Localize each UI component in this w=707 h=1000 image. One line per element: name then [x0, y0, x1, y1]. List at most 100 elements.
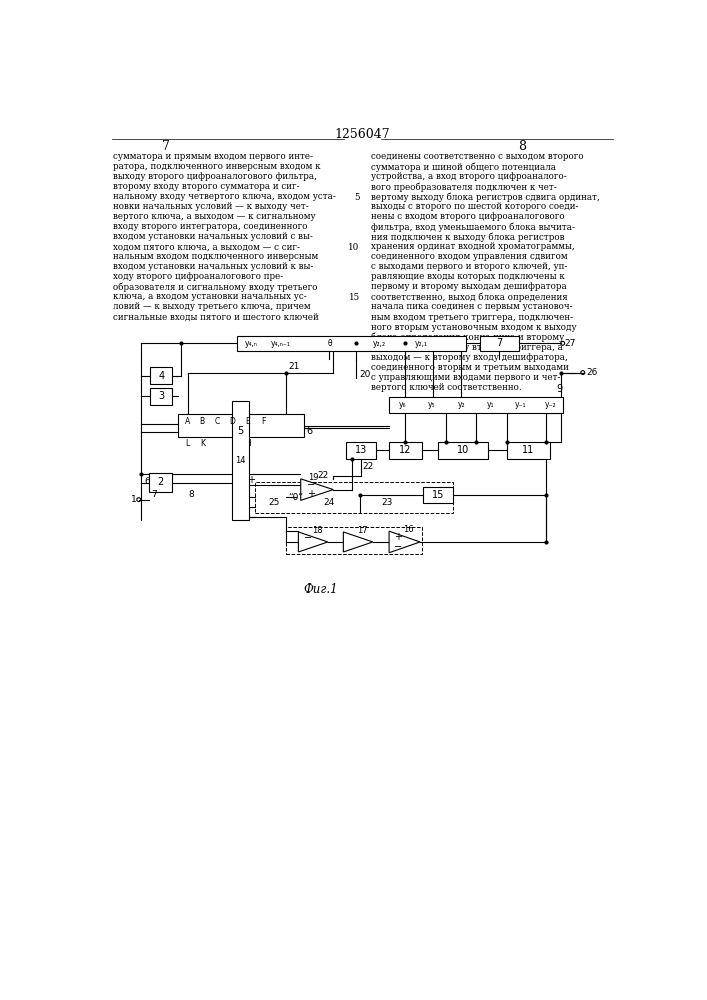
Text: сумматора и прямым входом первого инте-: сумматора и прямым входом первого инте- — [113, 152, 313, 161]
Text: 27: 27 — [564, 339, 575, 348]
Text: входу второго интегратора, соединенного: входу второго интегратора, соединенного — [113, 222, 308, 231]
Text: 22: 22 — [363, 462, 374, 471]
Text: 6: 6 — [144, 477, 150, 486]
Text: вертому выходу блока регистров сдвига ординат,: вертому выходу блока регистров сдвига ор… — [371, 192, 600, 202]
Text: 2: 2 — [158, 477, 163, 487]
Text: сумматора и шиной общего потенциала: сумматора и шиной общего потенциала — [371, 162, 556, 172]
Text: ключа, а входом установки начальных ус-: ключа, а входом установки начальных ус- — [113, 292, 307, 301]
Text: 24: 24 — [323, 498, 334, 507]
Text: 7: 7 — [151, 490, 157, 499]
Text: нены с входом второго цифроаналогового: нены с входом второго цифроаналогового — [371, 212, 565, 221]
Text: F: F — [262, 417, 266, 426]
Text: “0”: “0” — [288, 493, 303, 502]
Text: B: B — [200, 417, 205, 426]
Text: 12: 12 — [399, 445, 411, 455]
Text: ратора, подключенного инверсным входом к: ратора, подключенного инверсным входом к — [113, 162, 321, 171]
Text: −: − — [303, 533, 312, 543]
Text: L: L — [185, 439, 189, 448]
Polygon shape — [344, 532, 373, 552]
Text: y₋₁: y₋₁ — [515, 400, 527, 409]
Text: 10: 10 — [349, 243, 360, 252]
Bar — [177, 414, 304, 437]
Bar — [232, 401, 249, 520]
Text: 4: 4 — [158, 371, 164, 381]
Text: A: A — [185, 417, 190, 426]
Text: 19: 19 — [308, 473, 318, 482]
Text: y₂,₂: y₂,₂ — [373, 339, 385, 348]
Text: вертого ключей соответственно.: вертого ключей соответственно. — [371, 383, 522, 392]
Text: H: H — [245, 439, 251, 448]
Text: 23: 23 — [381, 498, 392, 507]
Text: 25: 25 — [269, 498, 280, 507]
Text: выходу второго цифроаналогового фильтра,: выходу второго цифроаналогового фильтра, — [113, 172, 317, 181]
Bar — [151, 367, 172, 384]
Text: 8: 8 — [189, 490, 194, 499]
Text: новки начальных условий — к выходу чет-: новки начальных условий — к выходу чет- — [113, 202, 309, 211]
Text: 14: 14 — [235, 456, 245, 465]
Text: ного вторым установочным входом к выходу: ного вторым установочным входом к выходу — [371, 323, 577, 332]
Polygon shape — [298, 532, 328, 552]
Text: K: K — [200, 439, 205, 448]
Text: y₅: y₅ — [428, 400, 436, 409]
Text: y₂,₁: y₂,₁ — [415, 339, 428, 348]
Text: ходом пятого ключа, а выходом — с сиг-: ходом пятого ключа, а выходом — с сиг- — [113, 242, 300, 251]
Text: y₆: y₆ — [399, 400, 406, 409]
Text: y₄,ₙ₋₁: y₄,ₙ₋₁ — [271, 339, 291, 348]
Text: с управляющими входами первого и чет-: с управляющими входами первого и чет- — [371, 373, 561, 382]
Text: C: C — [214, 417, 220, 426]
Text: 16: 16 — [403, 525, 414, 534]
Text: выходом — к второму входу дешифратора,: выходом — к второму входу дешифратора, — [371, 353, 568, 362]
Text: входом установки начальных условий к вы-: входом установки начальных условий к вы- — [113, 262, 313, 271]
Text: Фиг.1: Фиг.1 — [303, 583, 338, 596]
Text: 5: 5 — [354, 193, 360, 202]
Text: образователя и сигнальному входу третьего: образователя и сигнальному входу третьег… — [113, 282, 317, 292]
Bar — [389, 442, 421, 459]
Text: 3: 3 — [158, 391, 164, 401]
Text: хранения ординат входной хроматограммы,: хранения ординат входной хроматограммы, — [371, 242, 575, 251]
Text: 13: 13 — [355, 445, 368, 455]
Text: +: + — [395, 532, 402, 542]
Polygon shape — [389, 531, 420, 553]
Text: выходы с второго по шестой которого соеди-: выходы с второго по шестой которого соед… — [371, 202, 579, 211]
Text: +: + — [307, 489, 315, 499]
Text: первому и второму выходам дешифратора: первому и второму выходам дешифратора — [371, 282, 567, 291]
Text: 5: 5 — [238, 426, 244, 436]
Text: соответственно, выход блока определения: соответственно, выход блока определения — [371, 292, 568, 302]
Text: 15: 15 — [349, 293, 360, 302]
Bar — [507, 442, 549, 459]
Text: входом установки начальных условий с вы-: входом установки начальных условий с вы- — [113, 232, 313, 241]
Text: 18: 18 — [312, 526, 322, 535]
Text: 1256047: 1256047 — [334, 128, 390, 141]
Text: 10: 10 — [457, 445, 469, 455]
Text: y₋₂: y₋₂ — [545, 400, 557, 409]
Text: вого преобразователя подключен к чет-: вого преобразователя подключен к чет- — [371, 182, 557, 192]
Text: −: − — [307, 480, 315, 490]
Text: ния подключен к выходу блока регистров: ния подключен к выходу блока регистров — [371, 232, 565, 242]
Text: начала пика соединен с первым установоч-: начала пика соединен с первым установоч- — [371, 302, 573, 311]
Text: 7: 7 — [496, 338, 502, 348]
Text: 22: 22 — [317, 471, 329, 480]
Text: нальным входом подключенного инверсным: нальным входом подключенного инверсным — [113, 252, 318, 261]
Bar — [438, 442, 489, 459]
Text: соединены соответственно с выходом второго: соединены соответственно с выходом второ… — [371, 152, 584, 161]
Text: сигнальные входы пятого и шестого ключей: сигнальные входы пятого и шестого ключей — [113, 312, 319, 322]
Bar — [255, 482, 452, 513]
Bar — [480, 336, 518, 351]
Text: 20: 20 — [349, 343, 360, 352]
Text: y₄,ₙ: y₄,ₙ — [245, 339, 257, 348]
Bar — [286, 527, 421, 554]
Text: нальному входу четвертого ключа, входом уста-: нальному входу четвертого ключа, входом … — [113, 192, 336, 201]
Text: соединенного входом управления сдвигом: соединенного входом управления сдвигом — [371, 252, 568, 261]
Text: 20: 20 — [360, 370, 371, 379]
Text: ходу второго цифроаналогового пре-: ходу второго цифроаналогового пре- — [113, 272, 284, 281]
Text: 17: 17 — [356, 526, 367, 535]
Text: равляющие входы которых подключены к: равляющие входы которых подключены к — [371, 272, 565, 281]
Text: E: E — [245, 417, 250, 426]
Text: D: D — [230, 417, 235, 426]
Bar — [389, 397, 563, 413]
Text: 9: 9 — [556, 384, 563, 394]
Text: y₁: y₁ — [487, 400, 494, 409]
Text: устройства, а вход второго цифроаналого-: устройства, а вход второго цифроаналого- — [371, 172, 567, 181]
Text: ловий — к выходу третьего ключа, причем: ловий — к выходу третьего ключа, причем — [113, 302, 311, 311]
Text: +: + — [247, 475, 255, 485]
